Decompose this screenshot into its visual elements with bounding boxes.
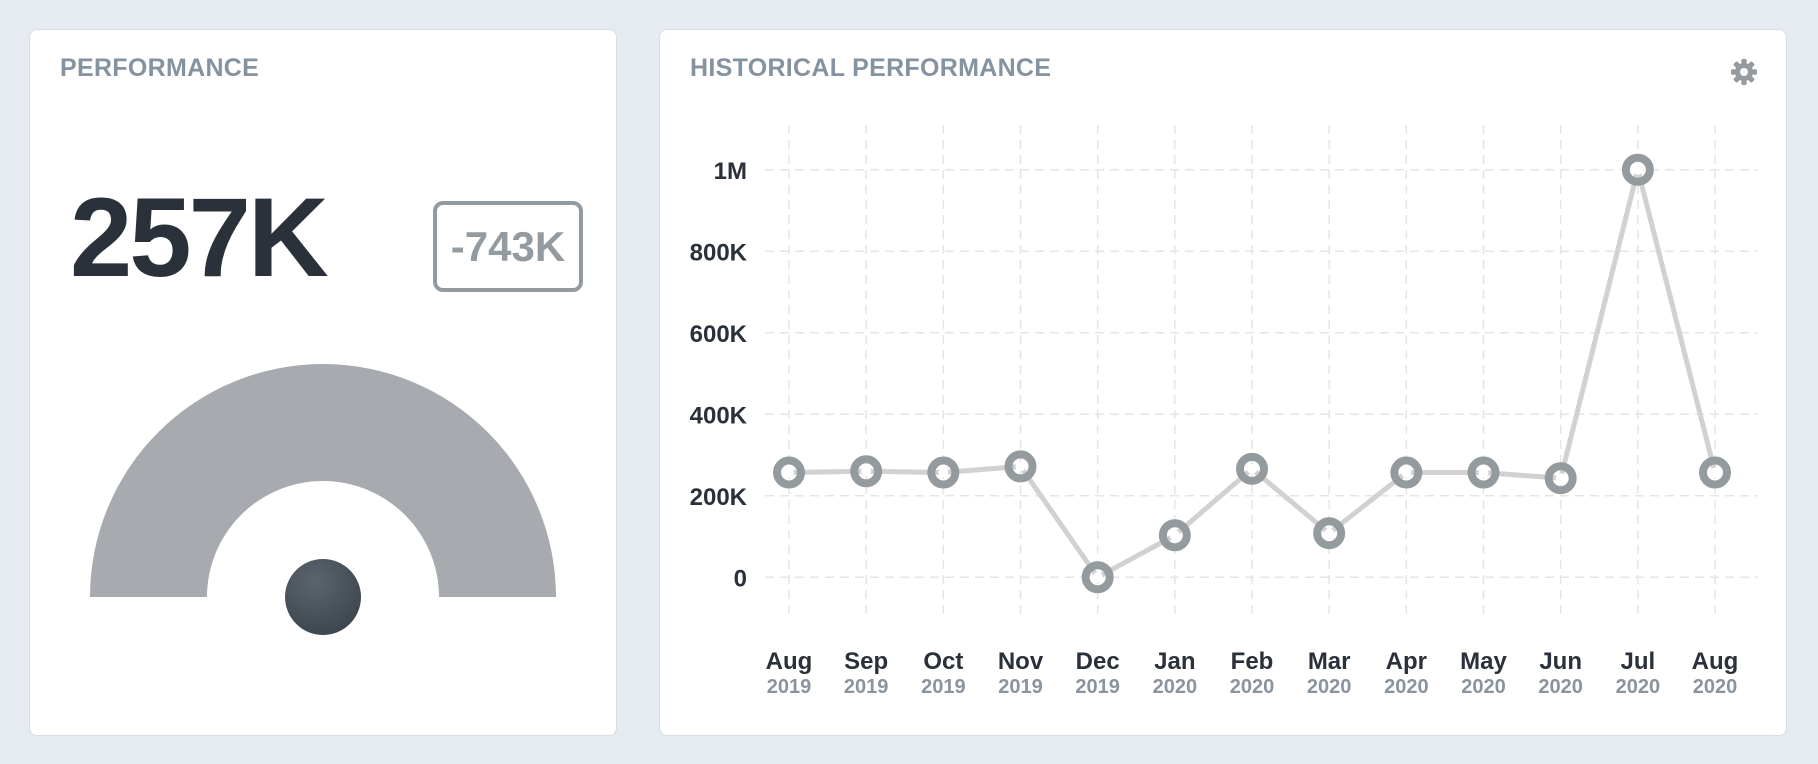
data-point-center bbox=[1401, 467, 1412, 478]
performance-card: PERFORMANCE 257K -743K bbox=[29, 29, 617, 736]
x-tick-month: Jan bbox=[1154, 648, 1195, 675]
performance-gauge bbox=[90, 364, 556, 635]
delta-badge: -743K bbox=[433, 201, 583, 292]
x-tick-year: 2020 bbox=[1153, 676, 1198, 698]
data-point bbox=[1621, 153, 1654, 186]
y-tick-label: 800K bbox=[690, 239, 748, 266]
data-point-center bbox=[1710, 467, 1720, 478]
data-point-center bbox=[861, 466, 872, 477]
x-tick-month: Dec bbox=[1076, 648, 1120, 675]
x-tick-year: 2020 bbox=[1693, 676, 1738, 698]
y-tick-label: 200K bbox=[690, 484, 748, 511]
x-tick-year: 2019 bbox=[921, 676, 966, 698]
data-point bbox=[1699, 456, 1731, 489]
data-point bbox=[1236, 452, 1268, 485]
data-point-center bbox=[938, 467, 949, 478]
x-tick-month: Aug bbox=[766, 648, 813, 675]
data-point-center bbox=[1247, 463, 1257, 474]
y-tick-label: 400K bbox=[690, 402, 748, 429]
y-tick-label: 600K bbox=[690, 321, 748, 348]
data-point bbox=[850, 455, 883, 488]
data-point-center bbox=[1632, 164, 1643, 175]
historical-performance-card: HISTORICAL PERFORMANCE 0 200K 400K 600K 800K… bbox=[659, 29, 1787, 736]
x-tick-month: Sep bbox=[844, 648, 888, 675]
data-point-center bbox=[1092, 572, 1103, 583]
y-tick-label: 1M bbox=[714, 158, 747, 185]
data-point bbox=[773, 456, 805, 489]
data-point bbox=[1390, 456, 1423, 489]
data-point-center bbox=[1015, 461, 1026, 472]
data-point bbox=[1313, 517, 1346, 550]
gauge-needle bbox=[285, 559, 361, 635]
x-tick-year: 2020 bbox=[1461, 676, 1506, 698]
data-point bbox=[1158, 519, 1191, 552]
data-point-center bbox=[1169, 530, 1180, 541]
x-tick-year: 2020 bbox=[1307, 676, 1352, 698]
gauge-track bbox=[90, 364, 556, 597]
performance-value: 257K bbox=[70, 175, 329, 300]
x-tick-year: 2020 bbox=[1616, 676, 1661, 698]
x-tick-month: Feb bbox=[1231, 648, 1274, 675]
data-point bbox=[1081, 561, 1114, 594]
x-tick-month: Nov bbox=[998, 648, 1044, 675]
x-tick-month: Jul bbox=[1620, 648, 1655, 675]
x-tick-year: 2019 bbox=[998, 676, 1043, 698]
performance-title: PERFORMANCE bbox=[60, 54, 260, 82]
x-tick-month: May bbox=[1460, 648, 1507, 675]
x-tick-month: Jun bbox=[1539, 648, 1582, 675]
historical-title: HISTORICAL PERFORMANCE bbox=[690, 54, 1052, 82]
x-tick-year: 2020 bbox=[1538, 676, 1583, 698]
data-point-center bbox=[1478, 467, 1489, 478]
x-tick-month: Apr bbox=[1386, 648, 1427, 675]
x-tick-month: Aug bbox=[1692, 648, 1739, 675]
x-tick-year: 2019 bbox=[767, 676, 812, 698]
gear-icon bbox=[1731, 59, 1757, 85]
data-point bbox=[1544, 462, 1577, 495]
data-point-center bbox=[784, 467, 794, 478]
data-point bbox=[1467, 456, 1500, 489]
x-tick-year: 2020 bbox=[1384, 676, 1429, 698]
historical-line-chart: 0200K400K600K800K1MAug2019Sep2019Oct2019… bbox=[690, 125, 1758, 698]
x-tick-year: 2020 bbox=[1230, 676, 1275, 698]
x-tick-year: 2019 bbox=[1075, 676, 1120, 698]
x-tick-year: 2019 bbox=[844, 676, 889, 698]
data-point-center bbox=[1324, 528, 1335, 539]
data-point bbox=[927, 456, 960, 489]
y-tick-label: 0 bbox=[734, 565, 747, 592]
x-tick-month: Mar bbox=[1308, 648, 1351, 675]
x-tick-month: Oct bbox=[923, 648, 963, 675]
data-point bbox=[1004, 450, 1037, 483]
settings-button[interactable] bbox=[1729, 57, 1759, 87]
data-point-center bbox=[1555, 473, 1566, 484]
